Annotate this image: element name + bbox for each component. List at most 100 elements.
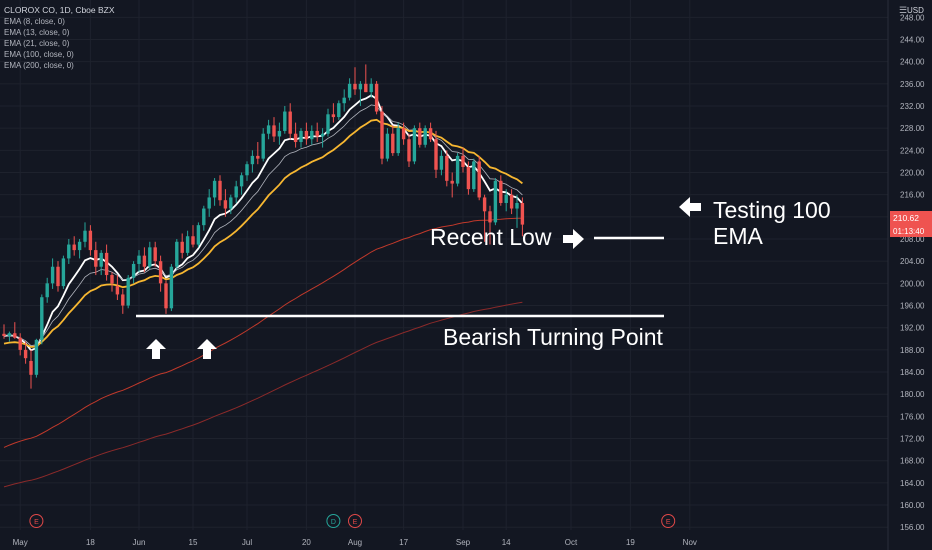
- event-marker[interactable]: [661, 514, 676, 528]
- price-tick-label: 172.00: [900, 435, 925, 444]
- candle-body: [261, 133, 265, 159]
- price-tick-label: 248.00: [900, 13, 925, 22]
- candle-body: [131, 263, 136, 278]
- candle-body: [320, 133, 325, 137]
- indicator-legend-item[interactable]: EMA (8, close, 0): [4, 17, 65, 26]
- ema-line-200: [3, 301, 523, 488]
- candle-body: [369, 83, 373, 93]
- bearish-turning-point-label: Bearish Turning Point: [443, 324, 664, 350]
- candle-body: [175, 241, 179, 267]
- candle-body: [207, 197, 211, 209]
- price-tick-label: 204.00: [900, 257, 925, 266]
- candle-body: [493, 180, 498, 223]
- candle-body: [374, 83, 379, 112]
- time-tick-label: 17: [399, 538, 408, 547]
- candle-body: [434, 139, 438, 170]
- candle-body: [202, 208, 206, 226]
- candle-body: [455, 155, 460, 184]
- indicator-legend: EMA (8, close, 0) EMA (13, close, 0) EMA (…: [4, 17, 74, 70]
- price-tick-label: 244.00: [900, 35, 925, 44]
- indicator-legend-item[interactable]: EMA (21, close, 0): [4, 39, 70, 48]
- candle-body: [61, 258, 66, 287]
- event-marker-letter: E: [666, 519, 671, 526]
- price-tick-label: 192.00: [900, 324, 925, 333]
- candle-body: [315, 130, 319, 137]
- event-marker[interactable]: [348, 514, 362, 528]
- candle-body: [418, 128, 422, 145]
- time-tick-label: Sep: [456, 538, 471, 547]
- price-tick-label: 216.00: [900, 191, 925, 200]
- candle-body: [7, 333, 12, 337]
- price-axis[interactable]: 156.00 160.00 164.00 168.00 172.00 176.00 180.…: [900, 13, 925, 532]
- candle-body: [234, 186, 238, 198]
- candle-body: [428, 128, 433, 140]
- time-axis[interactable]: May 18 Jun 15 Jul 20 Aug 17 Sep 14 Oct 19 Nov: [13, 538, 697, 547]
- testing-100-ema-label-line2: EMA: [713, 223, 764, 249]
- candle-body: [293, 133, 298, 143]
- candle-body: [196, 225, 201, 245]
- candle-body: [121, 294, 125, 306]
- candle-body: [256, 155, 260, 159]
- candle-body: [477, 161, 481, 198]
- candle-body: [104, 252, 109, 276]
- candle-body: [45, 283, 49, 298]
- candle-body: [520, 202, 525, 225]
- candle-body: [158, 261, 163, 284]
- candle-body: [185, 236, 190, 253]
- candle-body: [385, 133, 390, 159]
- time-tick-label: May: [13, 538, 28, 547]
- candle-body: [326, 114, 330, 134]
- indicator-legend-item[interactable]: EMA (100, close, 0): [4, 50, 74, 59]
- event-marker[interactable]: [29, 514, 44, 528]
- candle-body: [515, 202, 519, 209]
- candle-body: [137, 255, 141, 264]
- candle-body: [180, 241, 184, 253]
- event-marker[interactable]: [326, 514, 341, 528]
- candle-body: [412, 128, 417, 162]
- candle-body: [504, 194, 508, 203]
- candle-body: [304, 130, 309, 140]
- candle-body: [115, 286, 120, 295]
- candle-body: [94, 250, 98, 267]
- price-tick-label: 184.00: [900, 368, 925, 377]
- time-tick-label: Oct: [565, 538, 578, 547]
- candle-body: [212, 180, 217, 198]
- candle-body: [331, 114, 336, 118]
- indicator-legend-item[interactable]: EMA (13, close, 0): [4, 28, 70, 37]
- time-tick-label: 18: [86, 538, 95, 547]
- event-marker-letter: E: [353, 519, 358, 526]
- candlestick-series[interactable]: [2, 64, 525, 389]
- price-tick-label: 228.00: [900, 124, 925, 133]
- candle-body: [445, 155, 449, 181]
- price-tick-label: 168.00: [900, 457, 925, 466]
- price-tick-label: 208.00: [900, 235, 925, 244]
- candle-body: [2, 333, 6, 337]
- currency-label[interactable]: USD: [907, 6, 924, 15]
- candle-body: [342, 97, 346, 104]
- candle-body: [466, 166, 471, 190]
- candle-body: [407, 139, 411, 162]
- candle-body: [310, 130, 314, 140]
- candle-body: [67, 244, 71, 259]
- ema-line-100: [3, 217, 523, 448]
- last-price-tag: [890, 211, 932, 224]
- candle-body: [50, 266, 55, 284]
- candle-body: [391, 133, 395, 154]
- symbol-title: CLOROX CO, 1D, Cboe BZX: [4, 5, 115, 15]
- price-tick-label: 232.00: [900, 102, 925, 111]
- price-tick-label: 196.00: [900, 302, 925, 311]
- candle-body: [77, 241, 82, 251]
- candle-body: [153, 247, 157, 262]
- candle-body: [110, 275, 114, 284]
- candle-body: [245, 164, 249, 176]
- time-tick-label: 14: [502, 538, 511, 547]
- countdown-label: 01:13:40: [893, 227, 925, 236]
- time-tick-label: Jul: [242, 538, 252, 547]
- time-tick-label: 20: [302, 538, 311, 547]
- settings-icon[interactable]: ☰: [899, 5, 907, 15]
- indicator-legend-item[interactable]: EMA (200, close, 0): [4, 61, 74, 70]
- price-tick-label: 236.00: [900, 80, 925, 89]
- candle-body: [229, 197, 233, 209]
- candle-body: [358, 83, 363, 90]
